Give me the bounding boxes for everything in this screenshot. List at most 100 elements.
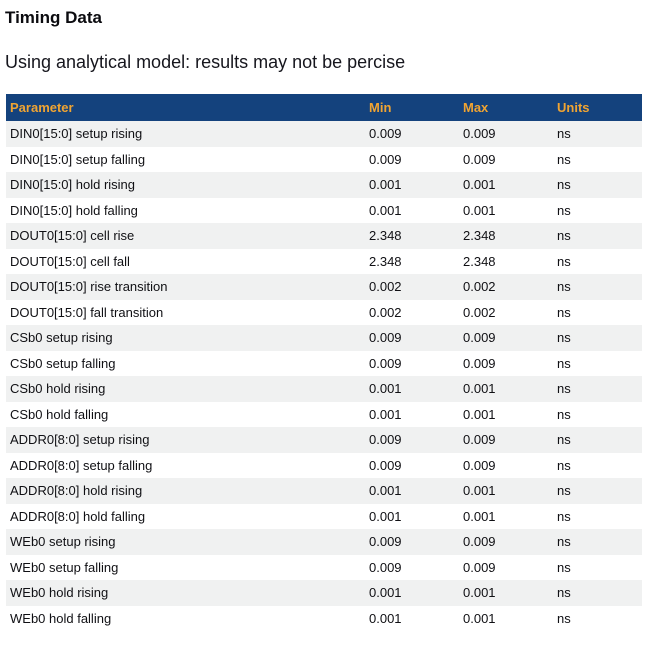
cell-parameter: ADDR0[8:0] setup rising <box>10 432 150 448</box>
cell-units: ns <box>557 355 571 371</box>
table-header: Parameter Min Max Units <box>6 94 642 121</box>
table-row: WEb0 hold falling 0.001 0.001 ns <box>6 605 642 631</box>
table-row: DIN0[15:0] setup rising 0.009 0.009 ns <box>6 121 642 147</box>
cell-units: ns <box>557 610 571 626</box>
cell-units: ns <box>557 508 571 524</box>
cell-min: 0.009 <box>369 126 402 142</box>
column-header-min: Min <box>365 94 459 121</box>
cell-min: 0.002 <box>369 304 402 320</box>
column-header-max: Max <box>459 94 553 121</box>
cell-units: ns <box>557 253 571 269</box>
cell-parameter: DOUT0[15:0] rise transition <box>10 279 168 295</box>
cell-parameter: WEb0 hold falling <box>10 610 112 626</box>
cell-max: 0.001 <box>463 381 496 397</box>
cell-parameter: DOUT0[15:0] cell rise <box>10 228 135 244</box>
cell-max: 0.001 <box>463 508 496 524</box>
cell-parameter: DIN0[15:0] hold rising <box>10 177 136 193</box>
cell-units: ns <box>557 151 571 167</box>
cell-units: ns <box>557 279 571 295</box>
cell-units: ns <box>557 406 571 422</box>
table-body: DIN0[15:0] setup rising 0.009 0.009 ns DIN0[… <box>6 121 642 631</box>
cell-parameter: WEb0 setup rising <box>10 534 116 550</box>
cell-min: 0.009 <box>369 432 402 448</box>
cell-max: 0.001 <box>463 177 496 193</box>
table-row: DIN0[15:0] hold rising 0.001 0.001 ns <box>6 172 642 198</box>
cell-min: 0.009 <box>369 534 402 550</box>
cell-parameter: CSb0 setup rising <box>10 330 113 346</box>
table-row: DOUT0[15:0] rise transition 0.002 0.002 ns <box>6 274 642 300</box>
cell-min: 0.001 <box>369 406 402 422</box>
cell-units: ns <box>557 559 571 575</box>
cell-min: 0.009 <box>369 330 402 346</box>
table-row: CSb0 hold rising 0.001 0.001 ns <box>6 376 642 402</box>
table-row: DOUT0[15:0] fall transition 0.002 0.002 ns <box>6 299 642 325</box>
cell-parameter: CSb0 setup falling <box>10 355 116 371</box>
cell-min: 0.001 <box>369 202 402 218</box>
cell-parameter: DIN0[15:0] setup rising <box>10 126 143 142</box>
column-header-parameter: Parameter <box>6 94 365 121</box>
cell-units: ns <box>557 483 571 499</box>
cell-min: 0.009 <box>369 559 402 575</box>
table-row: DOUT0[15:0] cell rise 2.348 2.348 ns <box>6 223 642 249</box>
table-row: ADDR0[8:0] hold rising 0.001 0.001 ns <box>6 478 642 504</box>
cell-min: 0.002 <box>369 279 402 295</box>
timing-report-page: Timing Data Using analytical model: resu… <box>5 8 642 631</box>
cell-min: 0.009 <box>369 457 402 473</box>
page-title: Timing Data <box>5 8 102 27</box>
cell-parameter: CSb0 hold rising <box>10 381 106 397</box>
cell-units: ns <box>557 202 571 218</box>
cell-min: 0.001 <box>369 483 402 499</box>
cell-units: ns <box>557 432 571 448</box>
table-row: DIN0[15:0] setup falling 0.009 0.009 ns <box>6 146 642 172</box>
table-row: ADDR0[8:0] hold falling 0.001 0.001 ns <box>6 503 642 529</box>
table-row: WEb0 setup rising 0.009 0.009 ns <box>6 529 642 555</box>
cell-units: ns <box>557 381 571 397</box>
column-header-units: Units <box>553 94 642 121</box>
cell-max: 2.348 <box>463 253 496 269</box>
cell-parameter: DOUT0[15:0] cell fall <box>10 253 130 269</box>
cell-max: 0.009 <box>463 432 496 448</box>
table-row: WEb0 hold rising 0.001 0.001 ns <box>6 580 642 606</box>
cell-units: ns <box>557 177 571 193</box>
page-subtitle: Using analytical model: results may not … <box>5 52 406 72</box>
cell-min: 0.001 <box>369 177 402 193</box>
cell-parameter: CSb0 hold falling <box>10 406 109 422</box>
cell-max: 0.009 <box>463 355 496 371</box>
cell-max: 0.001 <box>463 585 496 601</box>
cell-max: 0.001 <box>463 483 496 499</box>
cell-min: 0.001 <box>369 585 402 601</box>
cell-max: 0.009 <box>463 330 496 346</box>
cell-units: ns <box>557 534 571 550</box>
table-row: ADDR0[8:0] setup falling 0.009 0.009 ns <box>6 452 642 478</box>
timing-table: Parameter Min Max Units DIN0[15:0] setup… <box>6 94 642 631</box>
cell-max: 0.009 <box>463 534 496 550</box>
cell-min: 0.001 <box>369 508 402 524</box>
table-row: CSb0 setup falling 0.009 0.009 ns <box>6 350 642 376</box>
cell-max: 0.009 <box>463 126 496 142</box>
cell-max: 0.001 <box>463 202 496 218</box>
table-row: CSb0 setup rising 0.009 0.009 ns <box>6 325 642 351</box>
cell-parameter: WEb0 setup falling <box>10 559 119 575</box>
cell-units: ns <box>557 330 571 346</box>
cell-max: 0.009 <box>463 151 496 167</box>
cell-parameter: DIN0[15:0] hold falling <box>10 202 138 218</box>
cell-min: 0.001 <box>369 610 402 626</box>
cell-min: 2.348 <box>369 228 402 244</box>
cell-max: 0.001 <box>463 406 496 422</box>
cell-min: 0.001 <box>369 381 402 397</box>
cell-max: 0.002 <box>463 279 496 295</box>
cell-units: ns <box>557 304 571 320</box>
table-row: ADDR0[8:0] setup rising 0.009 0.009 ns <box>6 427 642 453</box>
cell-max: 0.009 <box>463 457 496 473</box>
table-row: DIN0[15:0] hold falling 0.001 0.001 ns <box>6 197 642 223</box>
cell-parameter: ADDR0[8:0] hold falling <box>10 508 146 524</box>
cell-units: ns <box>557 228 571 244</box>
cell-min: 2.348 <box>369 253 402 269</box>
table-row: DOUT0[15:0] cell fall 2.348 2.348 ns <box>6 248 642 274</box>
cell-parameter: ADDR0[8:0] hold rising <box>10 483 143 499</box>
cell-units: ns <box>557 126 571 142</box>
cell-max: 0.001 <box>463 610 496 626</box>
cell-units: ns <box>557 585 571 601</box>
table-row: CSb0 hold falling 0.001 0.001 ns <box>6 401 642 427</box>
cell-units: ns <box>557 457 571 473</box>
